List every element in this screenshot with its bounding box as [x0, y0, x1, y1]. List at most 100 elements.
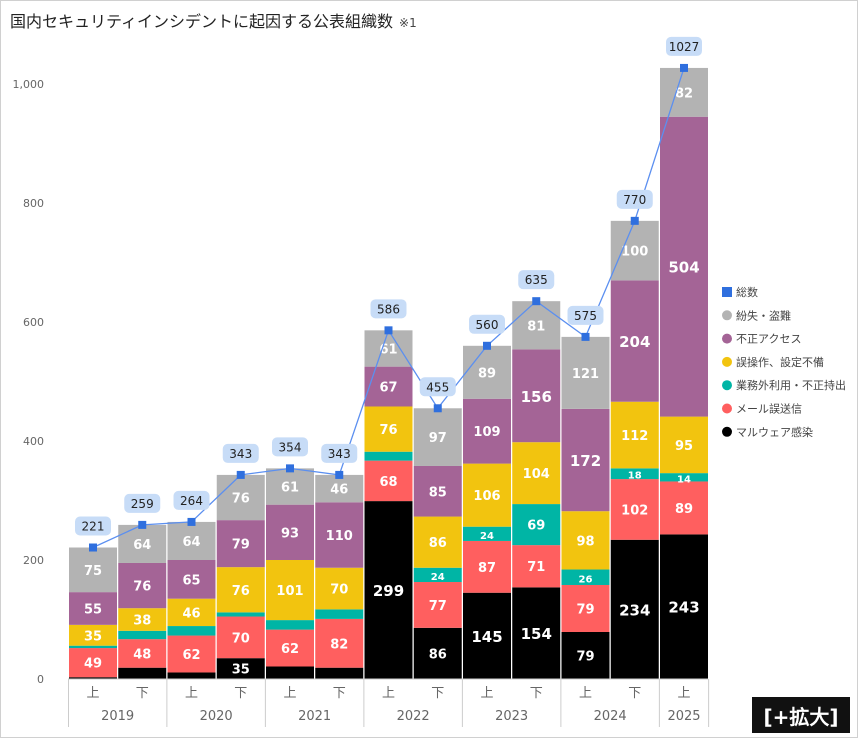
- data-label: 64: [133, 538, 151, 553]
- zoom-button[interactable]: [+拡大]: [752, 697, 850, 733]
- total-label-bg: [616, 189, 653, 209]
- bar-segment: [610, 468, 659, 480]
- legend-label: 紛失・盗難: [736, 308, 791, 322]
- data-label: 109: [473, 425, 500, 440]
- legend-marker: [722, 380, 732, 391]
- x-group-label: 2019: [101, 709, 134, 724]
- bar-segment: [167, 521, 216, 560]
- bar-segment: [463, 345, 511, 399]
- bar-segment: [118, 524, 167, 563]
- total-label-bg: [370, 299, 407, 319]
- bar-segment: [610, 220, 659, 281]
- bar-segment: [561, 511, 610, 570]
- bar-segment: [463, 463, 511, 527]
- bar-segment: [463, 398, 511, 464]
- data-label: 89: [478, 366, 496, 381]
- data-label: 18: [628, 471, 642, 482]
- data-label: 156: [521, 388, 552, 406]
- bar-segment: [315, 618, 364, 668]
- data-label: 65: [182, 573, 200, 588]
- data-label: 87: [478, 561, 496, 576]
- bar-segment: [315, 609, 364, 619]
- bar-segment: [512, 504, 561, 546]
- x-tick-label: 上: [579, 686, 592, 701]
- data-label: 49: [84, 657, 102, 672]
- legend-label: 不正アクセス: [736, 333, 801, 346]
- total-label-bg: [75, 516, 111, 536]
- legend-label: メール誤送信: [736, 402, 802, 416]
- data-label: 172: [570, 452, 601, 470]
- data-label: 69: [527, 519, 545, 534]
- bar-segment: [660, 67, 708, 117]
- bar-segment: [266, 629, 314, 667]
- data-label: 106: [473, 489, 500, 504]
- bar-segment: [315, 667, 364, 679]
- total-label-bg: [173, 490, 210, 510]
- total-label-bg: [419, 377, 456, 397]
- bar-segment: [364, 366, 413, 407]
- data-label: 95: [675, 439, 693, 454]
- y-tick-label: 800: [23, 197, 44, 210]
- total-label: 264: [180, 494, 203, 508]
- x-group-label: 2025: [667, 709, 700, 724]
- title-note: ※1: [399, 16, 417, 30]
- total-label: 354: [279, 440, 302, 454]
- data-label: 14: [677, 474, 691, 485]
- bar-segment: [167, 635, 216, 673]
- data-label: 234: [619, 601, 650, 619]
- total-label-bg: [518, 270, 555, 290]
- data-label: 82: [675, 86, 693, 101]
- bar-segment: [167, 672, 216, 679]
- legend-label: 総数: [736, 285, 758, 299]
- data-label: 70: [232, 631, 250, 646]
- total-label: 575: [574, 309, 597, 323]
- x-group-label: 2023: [495, 709, 528, 724]
- data-label: 62: [281, 642, 299, 657]
- bar-segment: [561, 336, 610, 409]
- bar-segment: [167, 598, 216, 627]
- legend-marker: [722, 356, 732, 367]
- data-label: 145: [471, 628, 502, 646]
- bar-segment: [660, 481, 708, 535]
- x-tick-label: 上: [283, 686, 296, 701]
- y-tick-label: 200: [23, 554, 44, 567]
- data-label: 64: [182, 535, 200, 550]
- data-label: 299: [373, 582, 404, 600]
- legend-label: 誤操作、設定不備: [736, 355, 824, 369]
- data-label: 204: [619, 333, 650, 351]
- bar-segment: [266, 504, 314, 560]
- total-marker: [433, 404, 442, 413]
- data-label: 62: [182, 648, 200, 663]
- bar-segment: [512, 587, 561, 679]
- bar-segment: [118, 667, 167, 679]
- total-label-bg: [666, 36, 702, 56]
- data-label: 61: [281, 481, 299, 496]
- total-marker: [630, 216, 639, 225]
- data-label: 102: [621, 503, 648, 518]
- data-label: 100: [621, 245, 648, 260]
- x-tick-label: 上: [185, 686, 198, 701]
- data-label: 79: [576, 649, 594, 664]
- bar-segment: [69, 547, 117, 593]
- total-marker: [581, 332, 590, 341]
- x-tick-label: 下: [234, 686, 247, 701]
- bar-segment: [118, 562, 167, 609]
- bar-segment: [216, 616, 265, 659]
- total-label: 343: [328, 447, 351, 461]
- legend-label: マルウェア感染: [736, 425, 813, 439]
- chart-title: 国内セキュリティインシデントに起因する公表組織数 ※1: [10, 8, 417, 32]
- x-group-label: 2021: [298, 709, 331, 724]
- data-label: 98: [576, 534, 594, 549]
- bar-segment: [610, 401, 659, 469]
- total-marker: [89, 543, 97, 552]
- data-label: 79: [576, 602, 594, 617]
- bar-segment: [512, 545, 561, 588]
- bar-segment: [118, 608, 167, 631]
- data-label: 504: [668, 259, 699, 277]
- x-group-label: 2024: [594, 709, 627, 724]
- total-label: 586: [377, 302, 400, 316]
- data-label: 97: [429, 431, 447, 446]
- data-label: 24: [431, 572, 445, 583]
- bar-segment: [463, 592, 511, 679]
- bar-segment: [69, 648, 117, 678]
